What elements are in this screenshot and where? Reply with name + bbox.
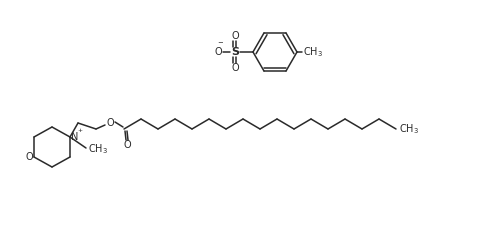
Text: O: O xyxy=(123,140,131,150)
Text: $^-$: $^-$ xyxy=(216,40,224,50)
Text: CH$_3$: CH$_3$ xyxy=(88,142,108,156)
Text: N: N xyxy=(71,132,78,142)
Text: O: O xyxy=(106,118,114,128)
Text: CH$_3$: CH$_3$ xyxy=(399,122,419,136)
Text: CH$_3$: CH$_3$ xyxy=(303,45,323,59)
Text: O: O xyxy=(215,47,222,57)
Text: $^+$: $^+$ xyxy=(76,128,84,136)
Text: O: O xyxy=(25,152,33,162)
Text: O: O xyxy=(231,63,239,73)
Text: O: O xyxy=(231,31,239,41)
Text: S: S xyxy=(231,47,239,57)
